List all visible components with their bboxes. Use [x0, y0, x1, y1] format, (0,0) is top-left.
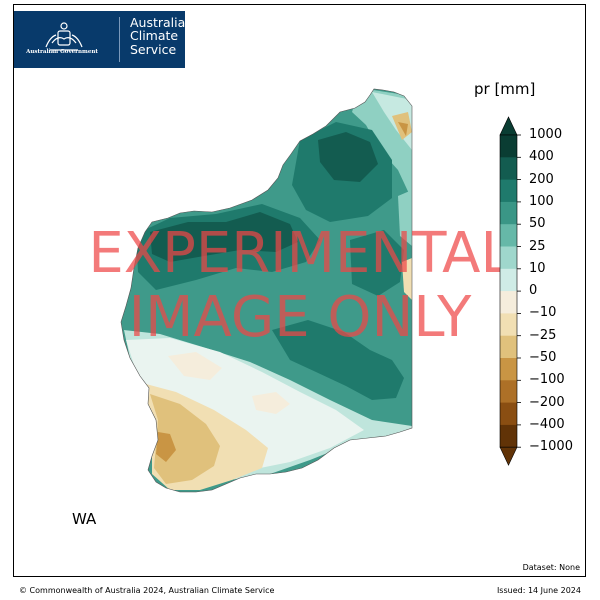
dataset-label: Dataset: None — [522, 563, 580, 572]
logo-divider — [119, 17, 120, 62]
copyright-text: © Commonwealth of Australia 2024, Austra… — [19, 586, 275, 595]
issued-date: Issued: 14 June 2024 — [496, 586, 581, 595]
government-label: Australian Government — [26, 49, 98, 55]
watermark-line-2: IMAGE ONLY — [128, 285, 472, 350]
colorbar-tick-label: 400 — [529, 149, 554, 165]
colorbar-tick-label: −400 — [529, 416, 565, 432]
colorbar-tick-label: 10 — [529, 260, 546, 276]
colorbar-tick-label: 0 — [529, 283, 538, 299]
service-name: Australian Climate Service — [130, 16, 193, 56]
colorbar-tick-label: 50 — [529, 216, 546, 232]
service-line-1: Australian — [130, 15, 194, 30]
colorbar-tick-label: 1000 — [529, 127, 563, 142]
colorbar-title: pr [mm] — [474, 80, 536, 98]
service-line-3: Service — [130, 41, 177, 57]
colorbar-tick-label: −100 — [529, 372, 565, 388]
watermark-line-1: EXPERIMENTAL — [88, 221, 512, 286]
watermark: EXPERIMENTAL IMAGE ONLY — [0, 222, 600, 350]
coat-of-arms-icon — [45, 22, 83, 51]
colorbar-tick-label: −10 — [529, 305, 557, 321]
region-label: WA — [72, 510, 97, 528]
wa-coastline — [120, 88, 413, 493]
colorbar-tick-label: −200 — [529, 394, 565, 410]
colorbar-tick-label: −50 — [529, 350, 557, 365]
colorbar-tick-label: −1000 — [529, 439, 573, 455]
colorbar-tick-label: −25 — [529, 327, 557, 343]
colorbar-tick-label: 200 — [529, 171, 554, 187]
colorbar-tick-label: 25 — [529, 238, 546, 254]
colorbar-tick-label: 100 — [529, 193, 554, 209]
service-line-2: Climate — [130, 28, 179, 44]
acs-logo: Australian Government Australian Climate… — [14, 11, 193, 68]
